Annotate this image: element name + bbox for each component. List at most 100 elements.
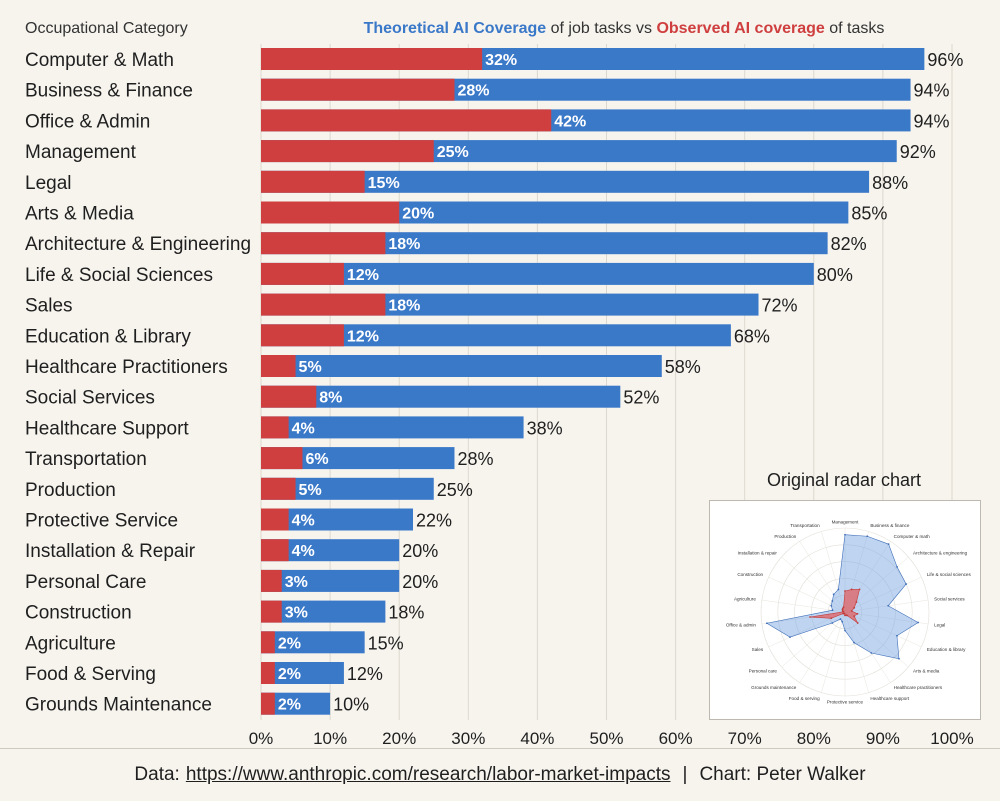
radar-point <box>832 593 835 596</box>
radar-spoke <box>821 531 846 613</box>
theoretical-value-label: 96% <box>927 50 963 70</box>
category-label: Production <box>25 480 116 501</box>
radar-point <box>850 588 853 591</box>
radar-axis-label: Social services <box>934 597 965 602</box>
title-middle: of job tasks vs <box>546 20 656 37</box>
bar-observed <box>261 662 275 684</box>
radar-point <box>917 621 920 624</box>
category-label: Installation & Repair <box>25 541 196 562</box>
bar-observed <box>261 78 455 101</box>
radar-series <box>766 534 919 660</box>
category-label: Food & Serving <box>25 664 156 685</box>
radar-point <box>856 622 859 624</box>
x-tick-label: 30% <box>451 729 485 748</box>
category-label: Grounds Maintenance <box>25 695 212 716</box>
radar-point <box>856 612 859 615</box>
theoretical-value-label: 88% <box>872 173 908 193</box>
radar-point <box>844 590 846 592</box>
category-label: Protective Service <box>25 511 178 532</box>
observed-value-label: 18% <box>388 236 420 253</box>
radar-spoke <box>844 611 929 625</box>
radar-spoke <box>844 611 922 648</box>
theoretical-value-label: 72% <box>762 296 798 316</box>
footer-credit: Chart: Peter Walker <box>699 764 866 785</box>
radar-point <box>905 583 908 585</box>
x-tick-label: 60% <box>659 729 693 748</box>
radar-point <box>831 600 834 602</box>
bar-observed <box>261 539 289 562</box>
radar-axis-label: Architecture & engineering <box>913 551 968 556</box>
radar-point <box>844 533 846 536</box>
bar-theoretical <box>261 170 870 193</box>
radar-spoke <box>844 611 891 683</box>
bar-chart: Occupational Category Theoretical AI Cov… <box>25 20 974 748</box>
radar-point <box>855 601 858 603</box>
observed-value-label: 2% <box>278 697 301 714</box>
category-label: Life & Social Sciences <box>25 265 213 286</box>
radar-axis-label: Transportation <box>790 523 820 528</box>
bar-observed <box>261 201 400 224</box>
bar-theoretical <box>261 416 524 439</box>
radar-axis-label: Healthcare support <box>870 696 910 701</box>
bar-observed <box>261 48 483 70</box>
radar-axis-label: Arts & media <box>913 668 940 673</box>
theoretical-value-label: 92% <box>900 142 936 162</box>
category-label: Legal <box>25 173 72 194</box>
bar-observed <box>261 569 282 592</box>
theoretical-value-label: 94% <box>914 81 950 101</box>
radar-point <box>841 620 844 623</box>
theoretical-value-label: 10% <box>333 695 369 715</box>
x-tick-label: 80% <box>797 729 831 748</box>
radar-point <box>841 607 844 610</box>
footer: Data: https://www.anthropic.com/research… <box>0 748 1000 801</box>
x-tick-label: 0% <box>249 729 274 748</box>
bar-observed <box>261 631 275 654</box>
title-observed: Observed AI coverage <box>656 20 824 37</box>
theoretical-value-label: 15% <box>368 633 404 653</box>
x-tick-label: 40% <box>520 729 554 748</box>
radar-point <box>858 588 861 591</box>
category-label: Office & Admin <box>25 111 150 132</box>
category-label: Healthcare Practitioners <box>25 357 228 378</box>
observed-value-label: 18% <box>388 298 420 315</box>
observed-value-label: 2% <box>278 666 301 683</box>
bar-observed <box>261 293 386 316</box>
theoretical-value-label: 12% <box>347 664 383 684</box>
observed-value-label: 12% <box>347 267 379 284</box>
radar-point <box>853 606 856 609</box>
source-link[interactable]: https://www.anthropic.com/research/labor… <box>185 764 671 785</box>
bar-observed <box>261 385 317 408</box>
radar-axis-label: Computer & math <box>894 534 930 539</box>
radar-point <box>896 565 898 568</box>
radar-axis-label: Production <box>774 534 796 539</box>
radar-axis-label: Protective service <box>827 700 864 705</box>
bar-observed <box>261 170 365 193</box>
radar-axis-label: Legal <box>934 622 945 627</box>
observed-value-label: 42% <box>554 113 586 130</box>
radar-point <box>898 657 900 660</box>
theoretical-value-label: 25% <box>437 480 473 500</box>
observed-value-label: 3% <box>285 605 308 622</box>
radar-spoke <box>799 611 846 683</box>
category-label: Construction <box>25 603 132 624</box>
observed-value-label: 32% <box>485 52 517 69</box>
theoretical-value-label: 20% <box>402 541 438 561</box>
category-labels: Computer & Math Business & Finance Office … <box>25 50 251 716</box>
radar-point <box>765 622 768 625</box>
radar-spoke <box>781 611 846 668</box>
radar-point <box>809 616 811 618</box>
footer-separator: | <box>682 764 688 785</box>
category-label: Management <box>25 142 137 163</box>
observed-value-label: 28% <box>457 83 489 100</box>
observed-value-label: 6% <box>305 451 328 468</box>
theoretical-value-label: 18% <box>388 603 424 623</box>
radar-spoke <box>844 599 929 613</box>
radar-chart: Management Business & finance Computer & m… <box>726 520 972 705</box>
radar-point <box>844 614 846 617</box>
radar-point <box>831 609 834 612</box>
radar-point <box>842 612 844 615</box>
radar-point <box>837 588 840 591</box>
radar-axis-label: Sales <box>752 647 764 652</box>
radar-axis-label: Management <box>832 520 860 525</box>
